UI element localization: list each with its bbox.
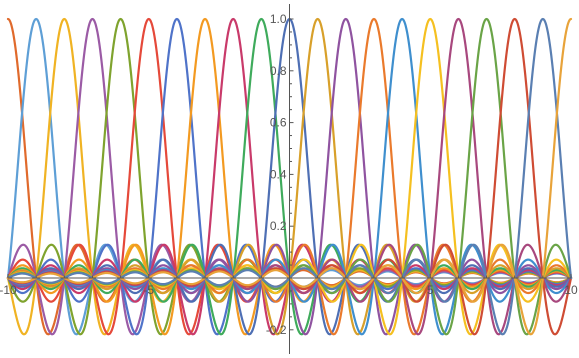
- x-tick-label: 5: [427, 283, 434, 297]
- y-tick-label: 0.8: [270, 64, 287, 78]
- x-tick-label: -10: [0, 283, 17, 297]
- ticks: -10 -5 5 10 0.2 0.4 0.6 0.8 1.0 -0.2: [0, 12, 578, 337]
- x-tick-label: -5: [143, 283, 154, 297]
- y-tick-label: 0.6: [270, 116, 287, 130]
- y-tick-label: 0.2: [270, 219, 287, 233]
- x-tick-label: 10: [564, 283, 578, 297]
- y-tick-label: 1.0: [270, 12, 287, 26]
- y-tick-label: 0.4: [270, 167, 287, 181]
- axes: [8, 4, 571, 354]
- y-tick-label: -0.2: [266, 323, 287, 337]
